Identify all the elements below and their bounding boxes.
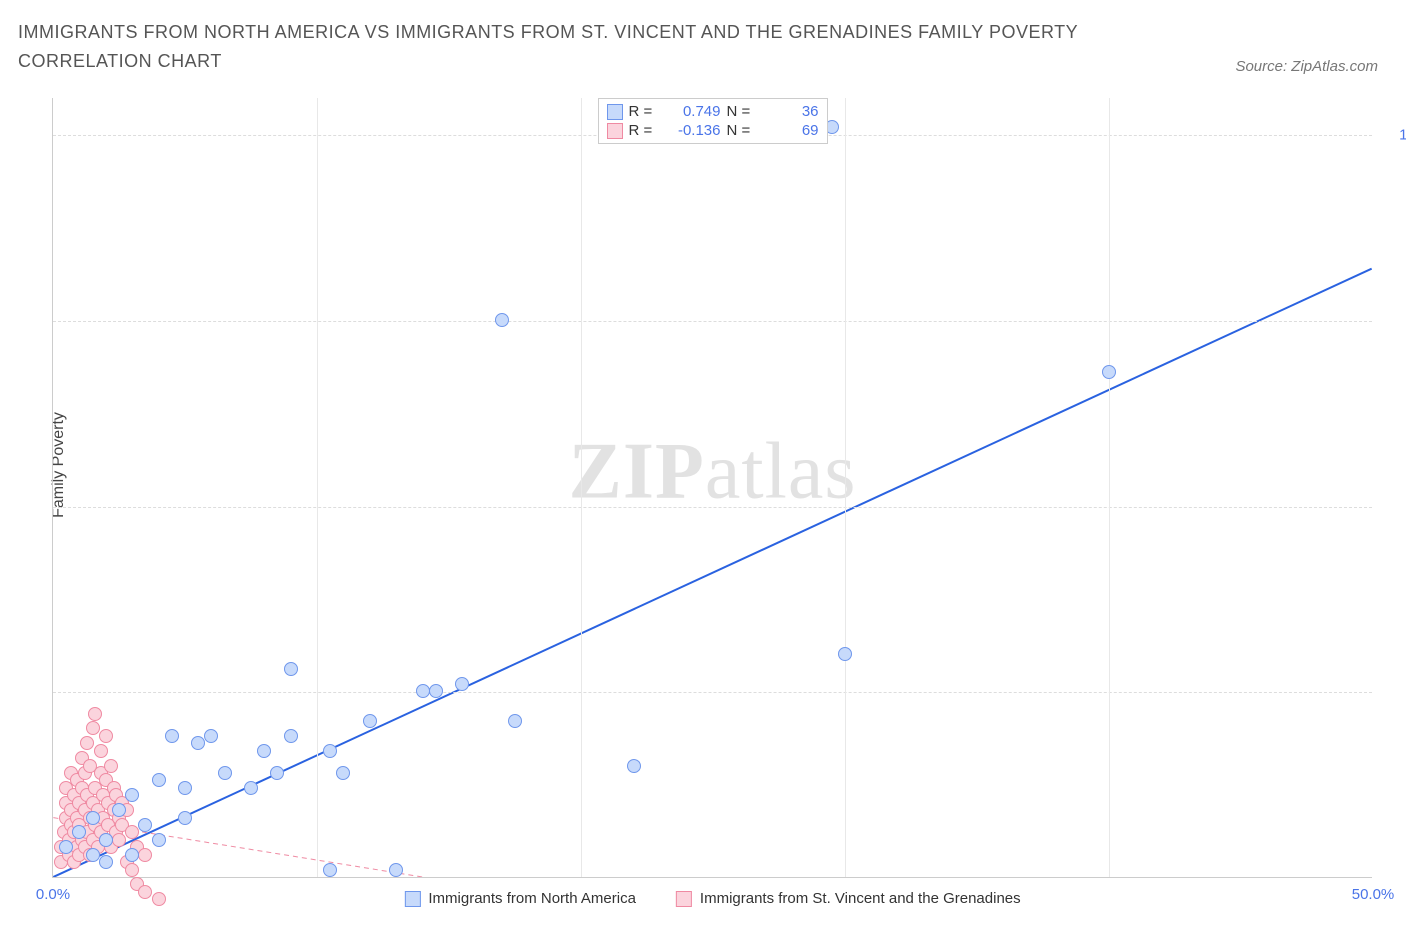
data-point — [94, 744, 108, 758]
series-name: Immigrants from North America — [428, 890, 636, 907]
x-tick-label: 50.0% — [1352, 886, 1395, 903]
gridline-vertical — [581, 98, 582, 877]
n-value: 69 — [763, 122, 819, 139]
chart-title: IMMIGRANTS FROM NORTH AMERICA VS IMMIGRA… — [18, 18, 1138, 76]
swatch-icon — [404, 891, 420, 907]
data-point — [508, 714, 522, 728]
y-tick-label: 100.0% — [1399, 127, 1406, 144]
data-point — [218, 766, 232, 780]
data-point — [323, 744, 337, 758]
data-point — [455, 677, 469, 691]
data-point — [86, 811, 100, 825]
data-point — [72, 825, 86, 839]
gridline-vertical — [317, 98, 318, 877]
n-label: N = — [727, 103, 757, 120]
watermark: ZIPatlas — [569, 426, 857, 517]
data-point — [152, 833, 166, 847]
data-point — [138, 818, 152, 832]
gridline-vertical — [1109, 98, 1110, 877]
gridline-horizontal — [53, 507, 1372, 508]
data-point — [138, 848, 152, 862]
data-point — [257, 744, 271, 758]
r-value: 0.749 — [665, 103, 721, 120]
data-point — [125, 788, 139, 802]
x-tick-label: 0.0% — [36, 886, 70, 903]
data-point — [244, 781, 258, 795]
data-point — [165, 729, 179, 743]
data-point — [99, 729, 113, 743]
n-label: N = — [727, 122, 757, 139]
data-point — [152, 773, 166, 787]
data-point — [86, 721, 100, 735]
data-point — [112, 833, 126, 847]
data-point — [191, 736, 205, 750]
swatch-icon — [676, 891, 692, 907]
trend-lines — [53, 98, 1372, 877]
data-point — [86, 848, 100, 862]
data-point — [389, 863, 403, 877]
data-point — [627, 759, 641, 773]
data-point — [88, 707, 102, 721]
data-point — [178, 811, 192, 825]
data-point — [323, 863, 337, 877]
data-point — [99, 855, 113, 869]
series-legend: Immigrants from North America Immigrants… — [404, 890, 1020, 907]
series-name: Immigrants from St. Vincent and the Gren… — [700, 890, 1021, 907]
data-point — [112, 803, 126, 817]
data-point — [125, 863, 139, 877]
data-point — [838, 647, 852, 661]
legend-row-series-b: R = -0.136 N = 69 — [607, 122, 819, 139]
data-point — [104, 759, 118, 773]
data-point — [363, 714, 377, 728]
correlation-legend: R = 0.749 N = 36 R = -0.136 N = 69 — [598, 98, 828, 144]
data-point — [59, 840, 73, 854]
gridline-horizontal — [53, 692, 1372, 693]
r-label: R = — [629, 103, 659, 120]
data-point — [125, 825, 139, 839]
legend-item-series-b: Immigrants from St. Vincent and the Gren… — [676, 890, 1021, 907]
swatch-icon — [607, 104, 623, 120]
data-point — [152, 892, 166, 906]
gridline-vertical — [845, 98, 846, 877]
data-point — [1102, 365, 1116, 379]
data-point — [99, 833, 113, 847]
source-attribution: Source: ZipAtlas.com — [1235, 58, 1378, 75]
data-point — [204, 729, 218, 743]
r-label: R = — [629, 122, 659, 139]
r-value: -0.136 — [665, 122, 721, 139]
data-point — [284, 662, 298, 676]
data-point — [270, 766, 284, 780]
n-value: 36 — [763, 103, 819, 120]
data-point — [416, 684, 430, 698]
data-point — [284, 729, 298, 743]
data-point — [336, 766, 350, 780]
data-point — [495, 313, 509, 327]
data-point — [138, 885, 152, 899]
scatter-plot: ZIPatlas R = 0.749 N = 36 R = -0.136 N =… — [52, 98, 1372, 878]
data-point — [125, 848, 139, 862]
legend-row-series-a: R = 0.749 N = 36 — [607, 103, 819, 120]
data-point — [429, 684, 443, 698]
gridline-horizontal — [53, 321, 1372, 322]
data-point — [178, 781, 192, 795]
swatch-icon — [607, 123, 623, 139]
data-point — [80, 736, 94, 750]
legend-item-series-a: Immigrants from North America — [404, 890, 636, 907]
